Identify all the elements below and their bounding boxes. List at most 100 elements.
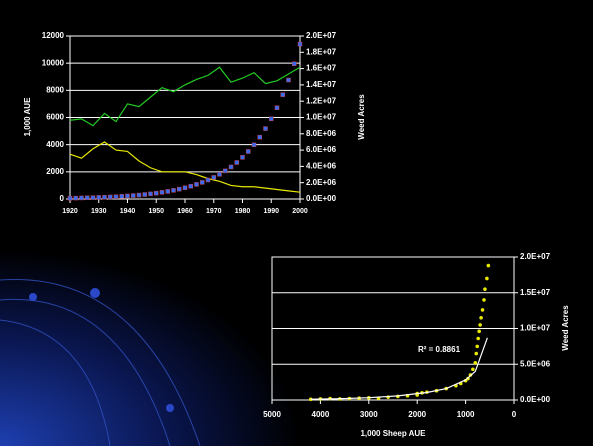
marker [257, 134, 262, 140]
y2-axis-label: Weed Acres [357, 94, 366, 140]
marker [136, 192, 142, 198]
y-tick-label: 0 [60, 194, 65, 203]
marker [177, 186, 182, 192]
y2-tick-label: 4.0E+06 [306, 162, 337, 171]
marker [292, 61, 297, 66]
y-tick-label: 5.0E+06 [520, 359, 551, 368]
marker [200, 180, 205, 185]
y-axis-label: Weed Acres [561, 305, 570, 351]
point [480, 308, 485, 312]
marker [223, 168, 228, 174]
x-tick-label: 1940 [120, 208, 136, 215]
marker [286, 77, 291, 83]
y-tick-label: 10000 [42, 58, 65, 67]
y-tick-label: 2000 [46, 167, 64, 176]
y-tick-label: 4000 [46, 140, 64, 149]
x-tick-label: 1980 [235, 208, 251, 215]
marker [159, 190, 165, 195]
y-tick-label: 12000 [42, 31, 65, 40]
marker [269, 116, 274, 121]
y2-tick-label: 2.0E+07 [306, 31, 337, 40]
trendline [310, 337, 488, 400]
decor-dot [166, 404, 174, 412]
y2-tick-label: 6.0E+06 [306, 145, 337, 154]
x-tick-label: 1930 [91, 208, 107, 215]
y-axis-label: 1,000 AUE [23, 97, 32, 137]
marker [85, 195, 90, 201]
marker [119, 194, 124, 199]
marker [96, 195, 101, 200]
x-tick-label: 1950 [148, 208, 164, 215]
marker [280, 92, 285, 97]
marker [194, 182, 199, 187]
y-tick-label: 1.0E+07 [520, 324, 551, 333]
y-tick-label: 1.5E+07 [520, 288, 551, 297]
marker [240, 155, 245, 160]
marker [171, 188, 176, 193]
marker [211, 175, 216, 180]
point [482, 298, 486, 302]
x-tick-label: 5000 [263, 410, 281, 419]
marker [188, 183, 193, 189]
series-line [69, 141, 301, 193]
marker [131, 193, 136, 198]
point [474, 351, 479, 356]
marker [108, 194, 113, 200]
y-tick-label: 2.0E+07 [520, 252, 551, 261]
point [471, 367, 475, 372]
x-tick-label: 4000 [312, 410, 330, 419]
marker [274, 105, 280, 110]
x-tick-label: 2000 [408, 410, 426, 419]
y-tick-label: 0.0E+00 [520, 395, 551, 404]
marker [125, 193, 130, 199]
y2-tick-label: 1.8E+07 [306, 47, 337, 56]
x-tick-label: 1920 [62, 208, 78, 215]
annotation: R² = 0.8861 [418, 345, 461, 354]
marker [182, 185, 188, 191]
y2-tick-label: 0.0E+00 [306, 194, 337, 203]
y2-tick-label: 2.0E+06 [306, 178, 337, 187]
x-tick-label: 3000 [360, 410, 378, 419]
series-line [69, 66, 301, 127]
marker [102, 194, 107, 200]
point [483, 287, 487, 291]
point [486, 263, 491, 268]
plot-frame [69, 35, 301, 200]
x-axis-label: 1,000 Sheep AUE [360, 429, 426, 438]
marker [154, 190, 159, 196]
y-tick-label: 8000 [46, 85, 64, 94]
marker [263, 126, 268, 131]
marker [113, 194, 119, 199]
y2-tick-label: 1.4E+07 [306, 80, 337, 89]
x-tick-label: 2000 [292, 208, 308, 215]
point [485, 276, 489, 281]
marker [148, 191, 153, 197]
marker [67, 195, 73, 201]
y2-tick-label: 8.0E+06 [306, 129, 337, 138]
plot-frame [271, 256, 515, 401]
marker [234, 160, 239, 165]
decor-dot [90, 288, 100, 298]
marker [165, 189, 170, 194]
marker [297, 41, 303, 47]
y-tick-label: 6000 [46, 113, 64, 122]
y2-tick-label: 1.6E+07 [306, 64, 337, 73]
x-tick-label: 1960 [177, 208, 193, 215]
marker [205, 177, 211, 183]
point [476, 336, 480, 341]
decor-arcs [0, 278, 201, 446]
decor-dot [29, 293, 37, 301]
marker [73, 195, 78, 201]
point [479, 315, 483, 320]
marker [217, 172, 222, 177]
y2-tick-label: 1.2E+07 [306, 96, 337, 105]
y2-tick-label: 1.0E+07 [306, 113, 337, 122]
marker [246, 149, 251, 154]
marker [90, 195, 96, 200]
x-tick-label: 1000 [457, 410, 475, 419]
marker [79, 195, 84, 201]
marker [251, 142, 257, 148]
point [475, 344, 480, 349]
